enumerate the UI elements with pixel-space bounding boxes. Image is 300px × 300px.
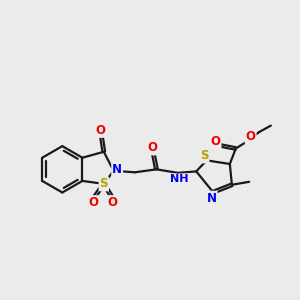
Text: O: O	[147, 141, 157, 154]
Text: O: O	[89, 196, 99, 209]
Text: O: O	[211, 136, 220, 148]
Text: O: O	[96, 124, 106, 137]
Text: N: N	[112, 163, 122, 176]
Text: O: O	[246, 130, 256, 143]
Text: N: N	[207, 192, 217, 205]
Text: O: O	[108, 196, 118, 209]
Text: NH: NH	[170, 174, 188, 184]
Text: S: S	[100, 177, 108, 190]
Text: S: S	[200, 149, 208, 162]
